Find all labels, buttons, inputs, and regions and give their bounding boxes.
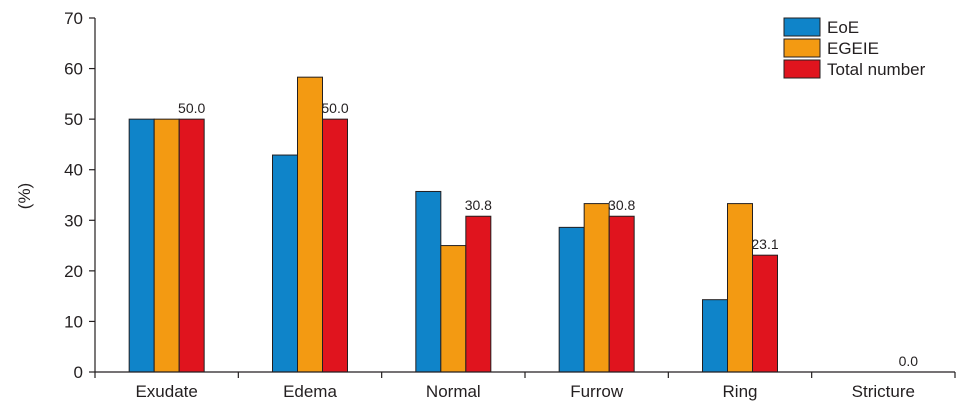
legend-swatch <box>783 59 821 79</box>
category-label: Exudate <box>135 382 197 401</box>
legend-swatch <box>783 17 821 37</box>
y-axis-title: (%) <box>15 183 34 209</box>
y-tick-label: 40 <box>64 161 83 180</box>
x-axis-ticks: Exudate Edema Normal Furrow Ring Stricture <box>94 372 956 401</box>
bar-total-number <box>465 215 492 373</box>
bar-eoe <box>128 118 155 373</box>
y-tick-label: 0 <box>74 363 83 382</box>
bar-egeie <box>583 203 610 373</box>
bar-egeie <box>297 76 323 373</box>
category-label: Edema <box>283 382 337 401</box>
bar-eoe <box>558 226 585 373</box>
category-label: Normal <box>426 382 481 401</box>
bar-eoe <box>415 190 442 373</box>
data-label: 23.1 <box>751 236 778 252</box>
bar-total-number <box>178 118 205 373</box>
y-axis-ticks: 0 10 20 30 40 50 60 70 <box>64 9 95 382</box>
y-tick-label: 60 <box>64 60 83 79</box>
legend-label: Total number <box>827 60 926 79</box>
y-tick-label: 50 <box>64 110 83 129</box>
data-label: 30.8 <box>608 197 635 213</box>
y-tick-label: 30 <box>64 211 83 230</box>
bar-egeie <box>727 203 753 373</box>
data-label: 30.8 <box>465 197 492 213</box>
legend-label: EGEIE <box>827 39 879 58</box>
data-labels-group: 50.0 50.0 30.8 30.8 23.1 0.0 <box>178 100 918 369</box>
y-tick-label: 70 <box>64 9 83 28</box>
category-label: Ring <box>723 382 758 401</box>
legend-label: EoE <box>827 18 859 37</box>
category-label: Stricture <box>852 382 915 401</box>
bar-eoe <box>702 299 728 373</box>
legend-swatch <box>783 38 821 58</box>
bar-total-number <box>752 254 778 373</box>
bar-total-number <box>322 118 348 373</box>
data-label: 50.0 <box>178 100 205 116</box>
data-label: 50.0 <box>321 100 348 116</box>
y-tick-label: 10 <box>64 312 83 331</box>
category-label: Furrow <box>570 382 624 401</box>
bar-total-number <box>608 215 635 373</box>
data-label: 0.0 <box>899 353 919 369</box>
bar-egeie <box>440 245 467 373</box>
y-tick-label: 20 <box>64 262 83 281</box>
legend: EoE EGEIE Total number <box>783 17 926 79</box>
bar-egeie <box>153 118 180 373</box>
bars-group <box>128 76 778 373</box>
bar-eoe <box>272 154 298 373</box>
